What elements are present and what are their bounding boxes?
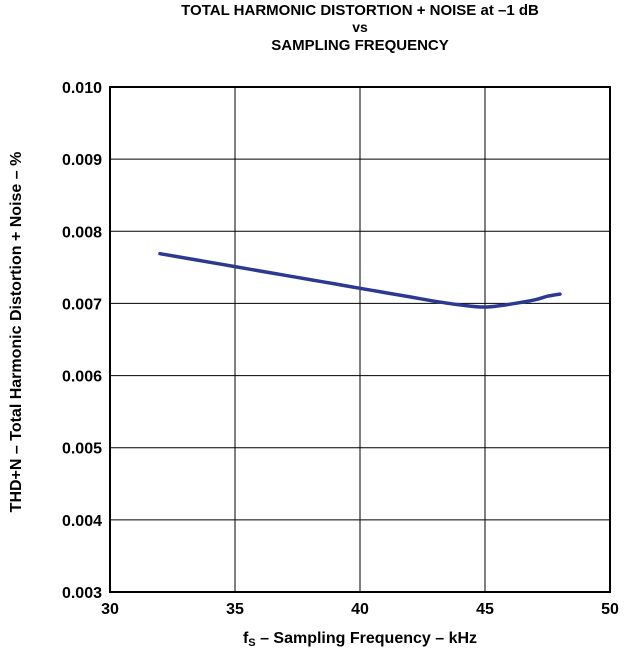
y-tick-label: 0.007	[62, 296, 102, 313]
y-tick-label: 0.004	[62, 513, 102, 530]
y-tick-label: 0.005	[62, 441, 102, 458]
chart-title-line-2: vs	[352, 19, 368, 35]
x-axis-label-subscript: S	[248, 637, 256, 649]
plot-frame	[109, 86, 611, 593]
chart-title-line-1: TOTAL HARMONIC DISTORTION + NOISE at –1 …	[181, 2, 539, 19]
x-axis-label-text: – Sampling Frequency – kHz	[255, 630, 478, 647]
x-tick-label: 40	[351, 601, 369, 618]
tick-label-layer: 30 35 40 45 50 0.003 0.004 0.005 0.006 0.007 0.008…	[62, 80, 619, 618]
y-tick-label: 0.003	[62, 585, 102, 602]
y-tick-label: 0.009	[62, 152, 102, 169]
series-line	[158, 251, 562, 309]
x-axis-label-symbol: f	[242, 630, 249, 647]
series-layer	[158, 251, 562, 309]
chart-title-line-3: SAMPLING FREQUENCY	[271, 37, 449, 54]
y-tick-label: 0.010	[62, 80, 102, 97]
y-tick-label: 0.008	[62, 224, 102, 241]
y-tick-label: 0.006	[62, 369, 102, 386]
x-tick-label: 35	[226, 601, 244, 618]
x-tick-label: 50	[601, 601, 619, 618]
grid-layer	[110, 87, 610, 592]
y-axis-label: THD+N – Total Harmonic Distortion + Nois…	[8, 151, 25, 513]
x-tick-label: 45	[476, 601, 494, 618]
x-axis-label: fS – Sampling Frequency – kHz	[110, 630, 610, 649]
x-tick-label: 30	[101, 601, 119, 618]
